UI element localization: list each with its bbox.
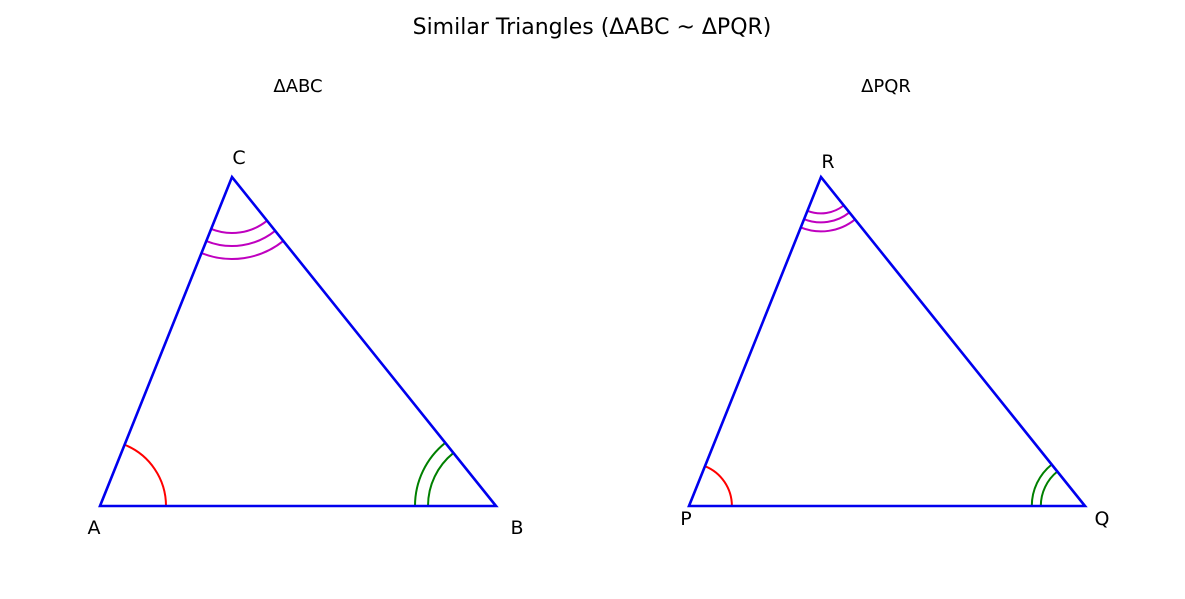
angle-mark-r-arc-2 [803,211,851,224]
vertex-label-r: R [821,151,834,173]
vertex-label-q: Q [1095,508,1110,530]
triangle-pqr-outline [687,174,1088,508]
angle-mark-q-arc-2 [1030,463,1053,507]
vertex-label-p: P [680,508,691,530]
triangle-pqr [687,174,1088,508]
vertex-label-a: A [88,517,101,539]
triangle-abc-outline [98,174,499,508]
figure-title: Similar Triangles (ΔABC ~ ΔPQR) [413,15,772,40]
angle-mark-r-arc-1 [807,204,845,215]
vertex-label-c: C [232,147,245,169]
vertex-label-b: B [510,517,523,539]
angle-mark-r-arc-3 [800,218,856,233]
triangle-pqr-title: ΔPQR [861,76,911,97]
angle-mark-a-arc-1 [124,443,167,507]
angle-mark-c-arc-2 [205,230,276,247]
angle-mark-b-arc-2 [414,442,446,507]
angle-mark-c-arc-3 [201,240,284,260]
triangle-abc-panel: ΔABC A B C [88,76,524,539]
triangle-pqr-panel: ΔPQR P Q R [680,76,1109,530]
angle-mark-p-arc-1 [704,465,733,507]
triangle-abc-title: ΔABC [273,76,322,97]
angle-mark-b-arc-1 [427,452,455,507]
angle-mark-c-arc-1 [210,219,268,234]
triangle-abc [98,174,499,508]
angle-mark-q-arc-1 [1039,470,1058,507]
